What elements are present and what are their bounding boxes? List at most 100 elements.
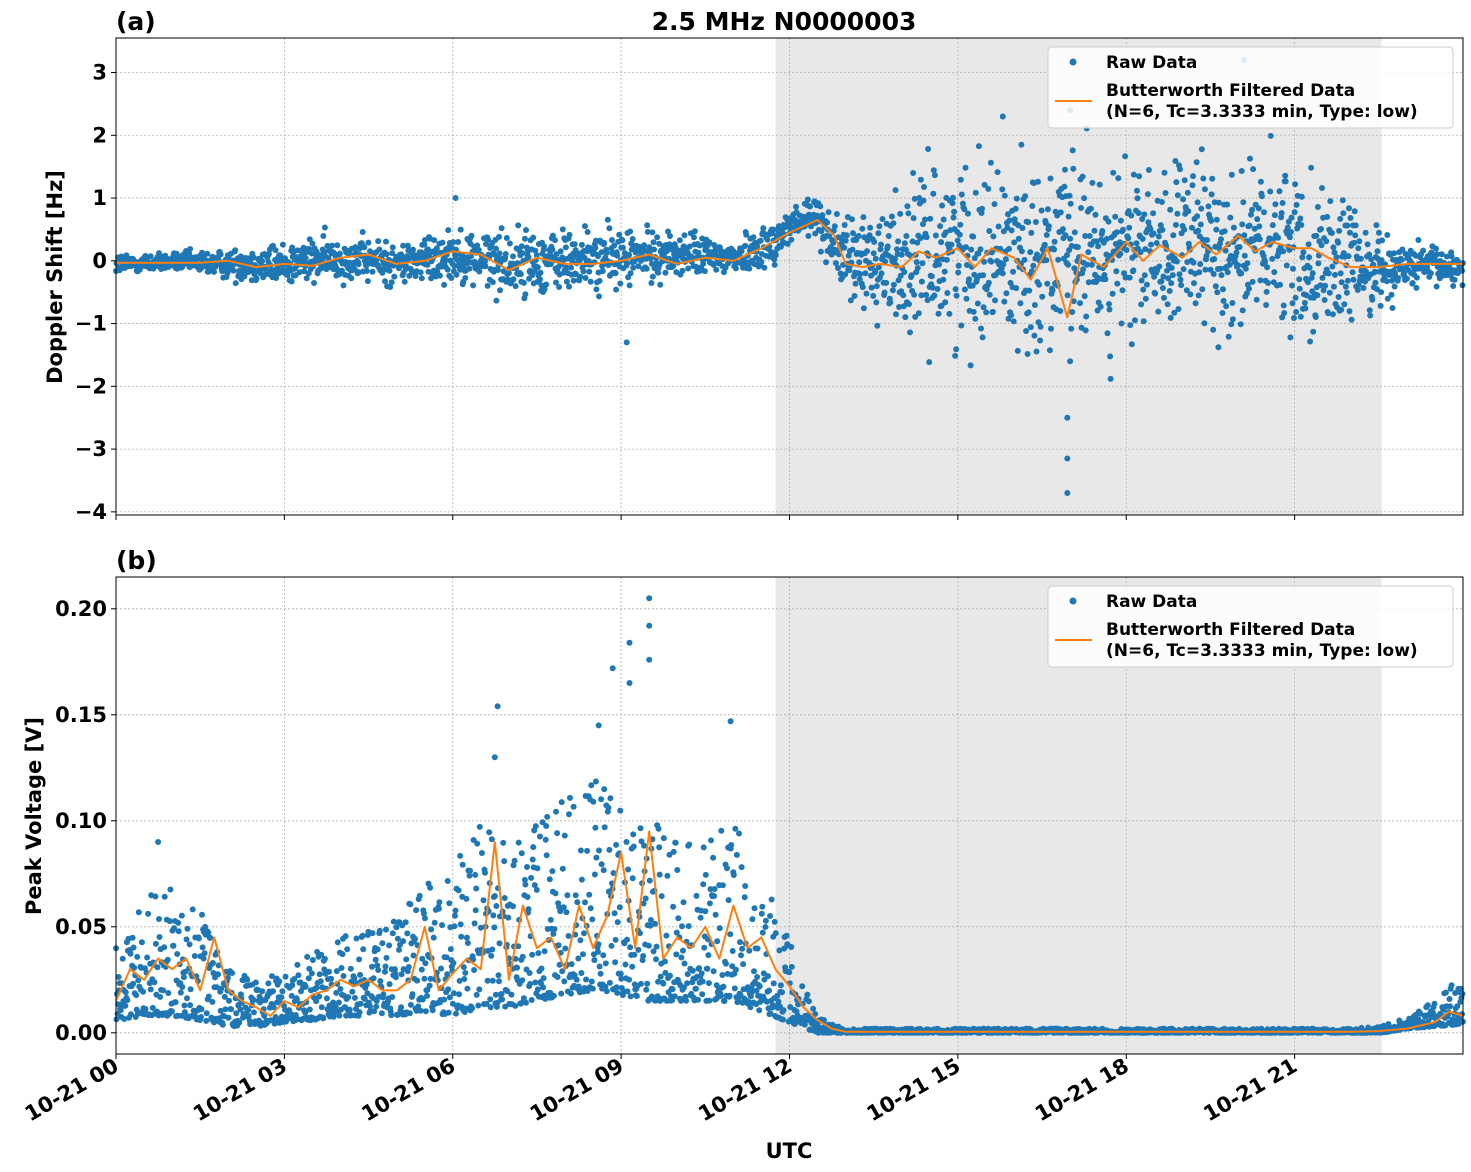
raw-data-point xyxy=(681,960,688,967)
raw-data-point xyxy=(1389,305,1396,311)
raw-data-point xyxy=(684,971,691,978)
raw-data-point xyxy=(942,299,949,306)
raw-data-point xyxy=(1195,292,1202,299)
raw-data-point xyxy=(738,248,745,255)
raw-data-point xyxy=(524,864,530,870)
raw-data-point xyxy=(439,922,445,929)
raw-data-point xyxy=(302,255,309,262)
raw-data-point xyxy=(486,829,493,836)
raw-data-point xyxy=(559,226,566,233)
raw-data-point xyxy=(1174,192,1181,199)
raw-data-point xyxy=(467,867,473,874)
raw-data-point xyxy=(1374,286,1380,293)
raw-data-point xyxy=(592,237,599,244)
raw-data-point xyxy=(955,269,962,276)
raw-data-point xyxy=(830,239,837,246)
raw-data-point xyxy=(584,229,591,235)
raw-data-point xyxy=(1199,286,1206,293)
raw-data-point xyxy=(750,234,757,241)
raw-data-point xyxy=(1328,230,1335,236)
raw-data-point xyxy=(1263,288,1270,295)
raw-data-point xyxy=(1228,171,1235,178)
raw-data-point xyxy=(920,221,926,228)
raw-data-point xyxy=(533,252,540,259)
raw-data-point xyxy=(611,910,618,917)
raw-data-point xyxy=(340,282,347,289)
raw-data-point xyxy=(633,993,640,1000)
raw-data-point xyxy=(568,264,574,271)
raw-data-point xyxy=(1352,232,1359,239)
raw-data-point xyxy=(630,831,637,838)
raw-data-point xyxy=(957,176,964,183)
raw-data-point xyxy=(613,286,620,293)
raw-data-point xyxy=(644,980,651,987)
raw-data-point xyxy=(1314,204,1321,210)
raw-data-point xyxy=(1263,302,1270,308)
panel-a-legend: Raw Data Butterworth Filtered Data (N=6,… xyxy=(1047,46,1454,129)
raw-data-point xyxy=(491,924,498,931)
raw-data-point xyxy=(1155,233,1162,240)
raw-data-point xyxy=(279,988,286,995)
raw-data-point xyxy=(1309,270,1316,277)
raw-data-point xyxy=(1218,272,1225,279)
raw-data-point xyxy=(961,206,968,213)
raw-data-point xyxy=(1064,455,1071,462)
raw-data-point xyxy=(638,980,644,987)
raw-data-point xyxy=(405,255,412,262)
raw-data-point xyxy=(563,278,570,285)
raw-data-point xyxy=(441,996,448,1003)
raw-data-point xyxy=(174,951,181,957)
raw-data-point xyxy=(914,265,921,271)
raw-data-point xyxy=(1391,250,1398,257)
raw-data-point xyxy=(1280,248,1287,255)
raw-data-point xyxy=(1123,247,1130,253)
raw-data-point xyxy=(181,1009,188,1016)
raw-data-point xyxy=(894,246,900,253)
raw-data-point xyxy=(1059,226,1066,233)
raw-data-point xyxy=(482,263,489,270)
raw-data-point xyxy=(1104,330,1111,337)
raw-data-point xyxy=(272,247,279,254)
raw-data-point xyxy=(496,940,503,947)
raw-data-point xyxy=(1240,199,1247,206)
raw-data-point xyxy=(1244,260,1251,267)
raw-data-point xyxy=(1212,283,1219,290)
raw-data-point xyxy=(919,260,926,267)
raw-data-point xyxy=(1001,192,1008,199)
raw-data-point xyxy=(1130,171,1137,178)
raw-data-point xyxy=(1171,309,1178,316)
raw-data-point xyxy=(152,893,159,900)
raw-data-point xyxy=(304,953,311,960)
raw-data-point xyxy=(495,267,501,273)
raw-data-point xyxy=(398,971,405,978)
raw-data-point xyxy=(164,956,171,963)
raw-data-point xyxy=(664,872,671,879)
raw-data-point xyxy=(562,244,569,251)
raw-data-point xyxy=(328,975,335,982)
raw-data-point xyxy=(596,963,603,970)
raw-data-point xyxy=(1078,205,1084,211)
raw-data-point xyxy=(1226,261,1233,268)
raw-data-point xyxy=(674,867,681,873)
raw-data-point xyxy=(320,1015,327,1022)
raw-data-point xyxy=(1195,227,1202,234)
raw-data-point xyxy=(414,977,421,984)
raw-data-point xyxy=(771,261,778,268)
raw-data-point xyxy=(222,1006,229,1013)
raw-data-point xyxy=(361,244,368,251)
raw-data-point xyxy=(529,951,536,958)
raw-data-point xyxy=(452,195,459,201)
raw-data-point xyxy=(772,252,779,259)
raw-data-point xyxy=(751,968,757,975)
raw-data-point xyxy=(203,1010,210,1017)
raw-data-point xyxy=(1166,288,1173,294)
raw-data-point xyxy=(1113,229,1120,236)
raw-data-point xyxy=(931,292,938,299)
raw-data-point xyxy=(380,991,387,998)
raw-data-point xyxy=(1413,274,1420,281)
raw-data-point xyxy=(1196,269,1203,276)
raw-data-point xyxy=(534,986,541,993)
raw-data-point xyxy=(1288,214,1295,221)
raw-data-point xyxy=(426,982,433,989)
raw-data-point xyxy=(1373,222,1380,229)
